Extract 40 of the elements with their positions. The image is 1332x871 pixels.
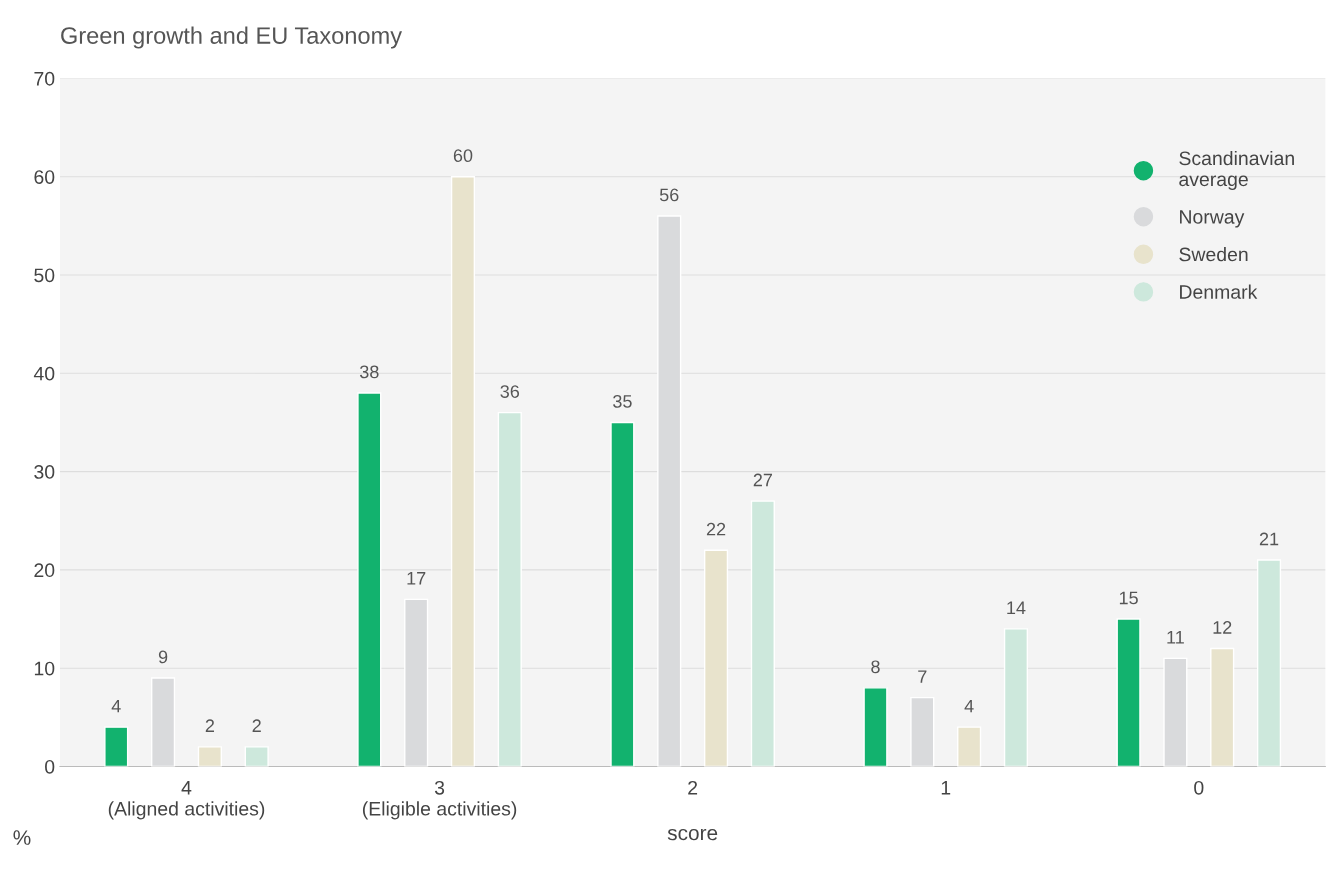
data-label: 8 — [871, 660, 880, 674]
legend-label: Norway — [1180, 210, 1245, 228]
data-label: 4 — [964, 699, 974, 713]
y-tick-label: 50 — [34, 268, 55, 283]
data-label: 2 — [205, 719, 214, 732]
data-label: 21 — [1259, 532, 1279, 546]
data-label: 27 — [753, 473, 773, 487]
legend-label: Scandinavian average — [1179, 150, 1294, 191]
data-label: 7 — [918, 670, 927, 683]
y-tick-label: 10 — [34, 661, 55, 676]
data-label: 38 — [359, 365, 379, 379]
y-tick-label: 60 — [34, 170, 55, 184]
data-label: 12 — [1213, 621, 1232, 634]
y-tick-label: 70 — [34, 71, 55, 86]
x-tick-label: 2 — [688, 780, 698, 795]
data-label: 36 — [500, 385, 520, 398]
data-label: 15 — [1119, 591, 1138, 605]
y-tick-label: 30 — [34, 465, 55, 479]
data-label: 17 — [407, 572, 426, 585]
data-label: 9 — [158, 650, 168, 664]
y-tick-label: 40 — [33, 366, 55, 381]
x-tick-label: 3 (Eligible activities) — [362, 780, 517, 820]
x-tick-label: 0 — [1194, 780, 1204, 795]
y-tick-label: 20 — [34, 563, 55, 578]
x-axis-title: score — [667, 828, 718, 841]
data-label: 11 — [1167, 631, 1184, 644]
data-label: 2 — [252, 719, 261, 732]
data-label: 60 — [453, 149, 473, 163]
legend-label: Sweden — [1179, 247, 1248, 262]
data-label: 35 — [613, 394, 632, 408]
chart-title: Green growth and EU Taxonomy — [61, 26, 403, 49]
y-axis-title: % — [13, 830, 31, 845]
data-label: 56 — [659, 188, 679, 202]
x-tick-label: 1 — [941, 781, 951, 795]
legend-label: Denmark — [1180, 284, 1258, 299]
data-label: 22 — [706, 522, 726, 536]
data-label: 14 — [1007, 601, 1026, 614]
data-label: 4 — [111, 699, 121, 713]
y-tick-label: 0 — [45, 759, 55, 774]
x-tick-label: 4 (Aligned activities) — [108, 781, 265, 820]
